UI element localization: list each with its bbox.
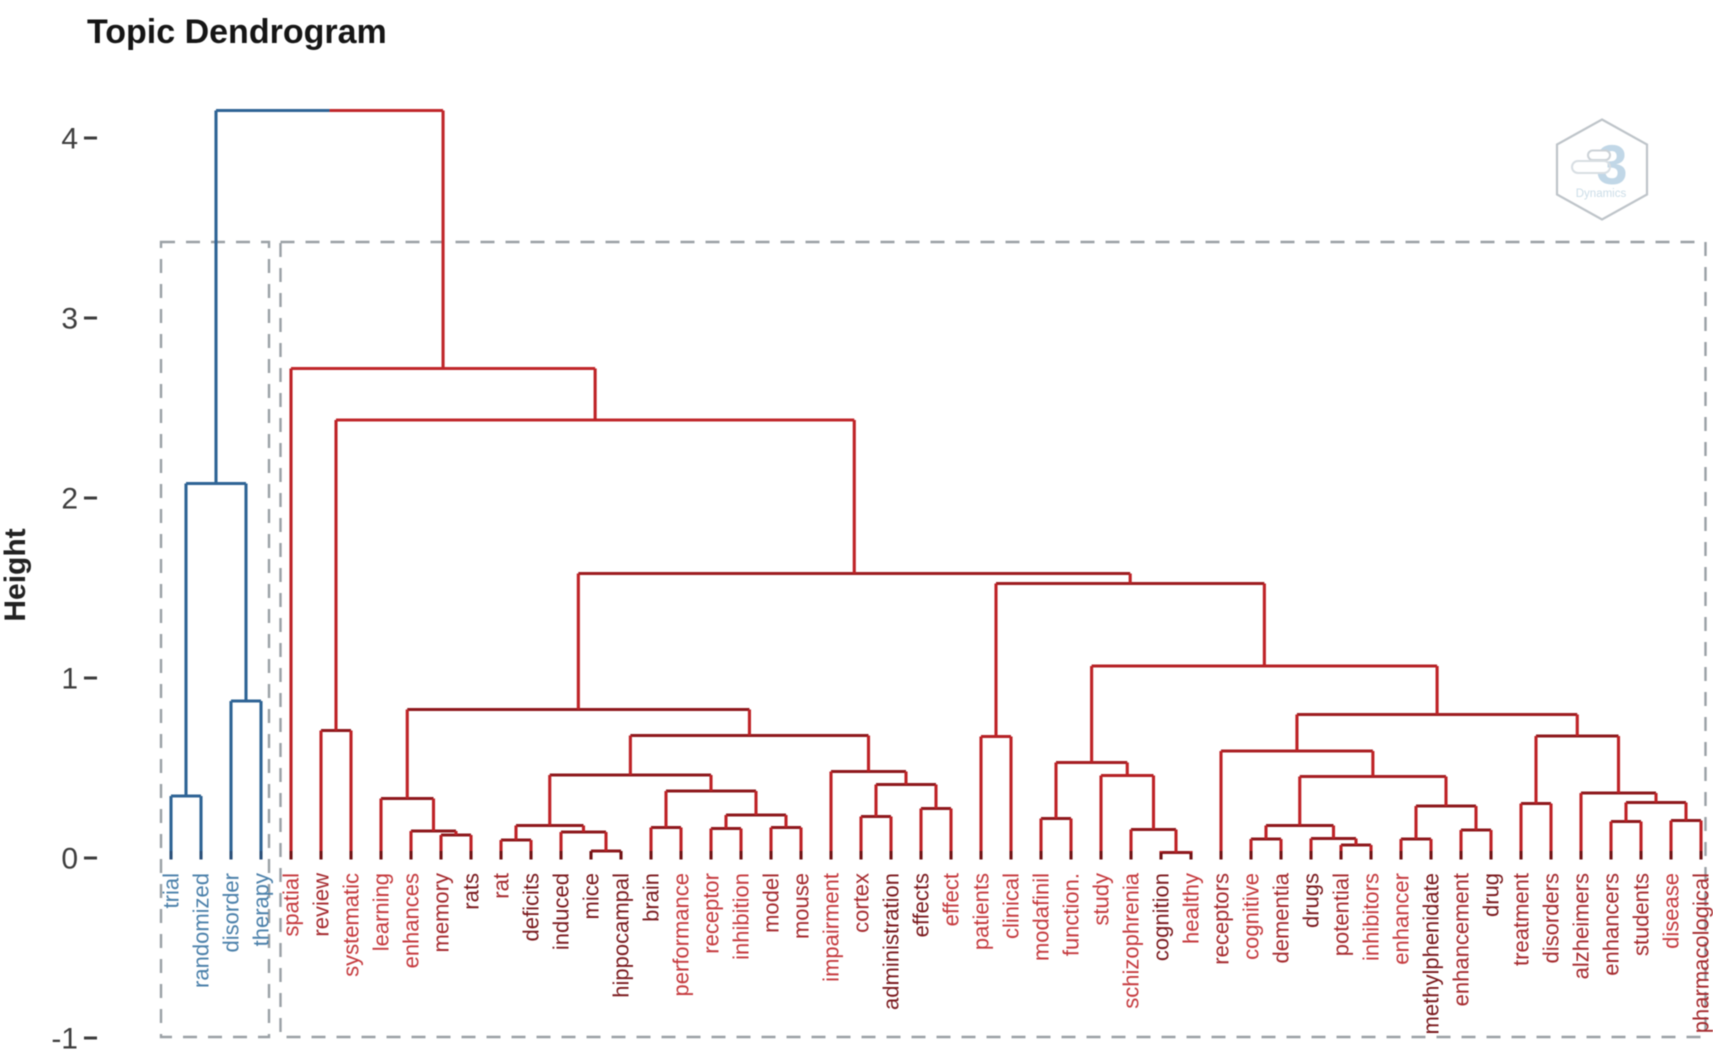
svg-text:rats: rats	[459, 873, 484, 910]
svg-text:pharmacological: pharmacological	[1689, 873, 1713, 1033]
svg-text:drug: drug	[1479, 873, 1504, 917]
svg-text:4: 4	[61, 123, 78, 156]
svg-text:model: model	[759, 873, 784, 933]
svg-text:3: 3	[61, 303, 78, 336]
svg-text:disorder: disorder	[219, 873, 244, 952]
svg-text:induced: induced	[549, 873, 574, 950]
svg-text:therapy: therapy	[249, 873, 274, 946]
svg-text:1: 1	[61, 663, 78, 696]
svg-text:performance: performance	[669, 873, 694, 997]
svg-text:mouse: mouse	[789, 873, 814, 939]
svg-text:receptors: receptors	[1209, 873, 1234, 965]
svg-text:patients: patients	[969, 873, 994, 950]
svg-text:effect: effect	[939, 873, 964, 926]
svg-text:spatial: spatial	[279, 873, 304, 937]
svg-text:brain: brain	[639, 873, 664, 922]
svg-text:Topic Dendrogram: Topic Dendrogram	[87, 13, 387, 51]
svg-text:2: 2	[61, 483, 78, 516]
svg-text:0: 0	[61, 843, 78, 876]
svg-text:enhancers: enhancers	[1599, 873, 1624, 976]
svg-text:cognitive: cognitive	[1239, 873, 1264, 960]
svg-text:schizophrenia: schizophrenia	[1119, 872, 1144, 1009]
svg-text:mice: mice	[579, 873, 604, 919]
svg-text:disorders: disorders	[1539, 873, 1564, 963]
svg-text:disease: disease	[1659, 873, 1684, 949]
svg-text:function.: function.	[1059, 873, 1084, 956]
svg-text:cortex: cortex	[849, 873, 874, 933]
svg-text:3: 3	[1596, 133, 1627, 196]
svg-text:methylphenidate: methylphenidate	[1419, 873, 1444, 1034]
svg-text:enhances: enhances	[399, 873, 424, 968]
svg-text:review: review	[309, 873, 334, 937]
svg-text:effects: effects	[909, 873, 934, 937]
svg-text:dementia: dementia	[1269, 872, 1294, 963]
svg-text:students: students	[1629, 873, 1654, 956]
svg-text:treatment: treatment	[1509, 873, 1534, 966]
svg-text:memory: memory	[429, 873, 454, 952]
svg-text:rat: rat	[489, 873, 514, 899]
svg-text:inhibition: inhibition	[729, 873, 754, 960]
svg-text:enhancer: enhancer	[1389, 873, 1414, 965]
svg-text:study: study	[1089, 873, 1114, 926]
svg-text:randomized: randomized	[189, 873, 214, 988]
svg-text:clinical: clinical	[999, 873, 1024, 939]
svg-text:Dynamics: Dynamics	[1576, 188, 1627, 200]
svg-text:enhancement: enhancement	[1449, 873, 1474, 1006]
svg-text:alzheimers: alzheimers	[1569, 873, 1594, 979]
svg-text:systematic: systematic	[339, 873, 364, 977]
svg-text:-1: -1	[51, 1023, 78, 1051]
svg-text:inhibitors: inhibitors	[1359, 873, 1384, 961]
svg-text:trial: trial	[159, 873, 184, 908]
svg-text:cognition: cognition	[1149, 873, 1174, 961]
svg-text:modafinil: modafinil	[1029, 873, 1054, 961]
svg-text:receptor: receptor	[699, 873, 724, 954]
svg-text:deficits: deficits	[519, 873, 544, 941]
svg-text:drugs: drugs	[1299, 873, 1324, 928]
svg-text:administration: administration	[879, 873, 904, 1010]
svg-text:Height: Height	[0, 528, 32, 621]
svg-text:impairment: impairment	[819, 873, 844, 982]
svg-text:potential: potential	[1329, 873, 1354, 956]
svg-text:hippocampal: hippocampal	[609, 873, 634, 998]
svg-text:learning: learning	[369, 873, 394, 951]
svg-text:healthy: healthy	[1179, 873, 1204, 944]
